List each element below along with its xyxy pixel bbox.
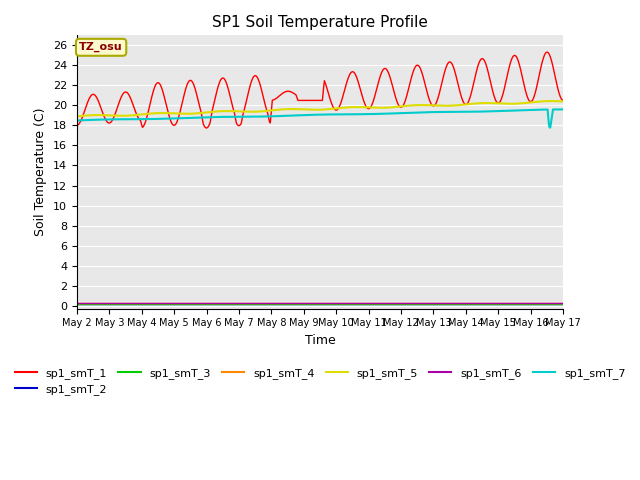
- sp1_smT_6: [207, 300, 214, 306]
- Line: sp1_smT_5: sp1_smT_5: [77, 101, 563, 117]
- sp1_smT_5: [547, 98, 555, 104]
- sp1_smT_4: [559, 300, 567, 306]
- sp1_smT_6: [559, 300, 567, 306]
- sp1_smT_6: [181, 300, 189, 306]
- sp1_smT_7: [559, 107, 567, 112]
- sp1_smT_4: [207, 300, 214, 306]
- sp1_smT_3: [181, 301, 189, 307]
- sp1_smT_1: [181, 88, 189, 94]
- sp1_smT_1: [380, 67, 387, 72]
- sp1_smT_2: [132, 301, 140, 307]
- sp1_smT_7: [73, 118, 81, 123]
- sp1_smT_4: [132, 300, 140, 306]
- sp1_smT_6: [82, 300, 90, 306]
- sp1_smT_2: [82, 301, 90, 307]
- sp1_smT_7: [207, 114, 214, 120]
- sp1_smT_7: [181, 115, 189, 121]
- sp1_smT_2: [393, 301, 401, 307]
- sp1_smT_1: [543, 49, 551, 55]
- sp1_smT_1: [559, 97, 567, 103]
- sp1_smT_6: [393, 300, 401, 306]
- sp1_smT_1: [203, 125, 211, 131]
- sp1_smT_5: [73, 114, 81, 120]
- sp1_smT_7: [379, 111, 387, 117]
- sp1_smT_7: [82, 117, 90, 123]
- sp1_smT_3: [559, 301, 567, 307]
- sp1_smT_4: [393, 300, 401, 306]
- sp1_smT_1: [207, 112, 215, 118]
- sp1_smT_1: [132, 109, 140, 115]
- sp1_smT_5: [132, 112, 140, 118]
- sp1_smT_6: [379, 300, 387, 306]
- sp1_smT_3: [393, 301, 401, 307]
- sp1_smT_3: [73, 301, 81, 307]
- sp1_smT_2: [559, 301, 567, 307]
- sp1_smT_2: [181, 301, 189, 307]
- sp1_smT_2: [207, 301, 214, 307]
- sp1_smT_1: [73, 122, 81, 128]
- sp1_smT_3: [379, 301, 387, 307]
- sp1_smT_3: [132, 301, 140, 307]
- Legend: sp1_smT_1, sp1_smT_2, sp1_smT_3, sp1_smT_4, sp1_smT_5, sp1_smT_6, sp1_smT_7: sp1_smT_1, sp1_smT_2, sp1_smT_3, sp1_smT…: [10, 363, 630, 400]
- sp1_smT_4: [73, 300, 81, 306]
- sp1_smT_7: [132, 116, 140, 122]
- X-axis label: Time: Time: [305, 334, 335, 347]
- sp1_smT_7: [393, 110, 401, 116]
- sp1_smT_5: [393, 104, 401, 110]
- sp1_smT_5: [181, 111, 189, 117]
- sp1_smT_6: [73, 300, 81, 306]
- Text: TZ_osu: TZ_osu: [79, 42, 123, 52]
- sp1_smT_5: [82, 113, 90, 119]
- sp1_smT_4: [379, 300, 387, 306]
- sp1_smT_4: [181, 300, 189, 306]
- sp1_smT_6: [132, 300, 140, 306]
- Line: sp1_smT_1: sp1_smT_1: [77, 52, 563, 128]
- sp1_smT_3: [82, 301, 90, 307]
- sp1_smT_5: [559, 98, 567, 104]
- sp1_smT_1: [394, 100, 401, 106]
- sp1_smT_2: [73, 301, 81, 307]
- sp1_smT_7: [546, 125, 554, 131]
- sp1_smT_4: [82, 300, 90, 306]
- sp1_smT_5: [379, 105, 387, 111]
- Title: SP1 Soil Temperature Profile: SP1 Soil Temperature Profile: [212, 15, 428, 30]
- Y-axis label: Soil Temperature (C): Soil Temperature (C): [35, 108, 47, 236]
- sp1_smT_3: [207, 301, 214, 307]
- sp1_smT_2: [379, 301, 387, 307]
- Line: sp1_smT_7: sp1_smT_7: [77, 109, 563, 128]
- sp1_smT_5: [207, 109, 214, 115]
- sp1_smT_1: [82, 105, 90, 111]
